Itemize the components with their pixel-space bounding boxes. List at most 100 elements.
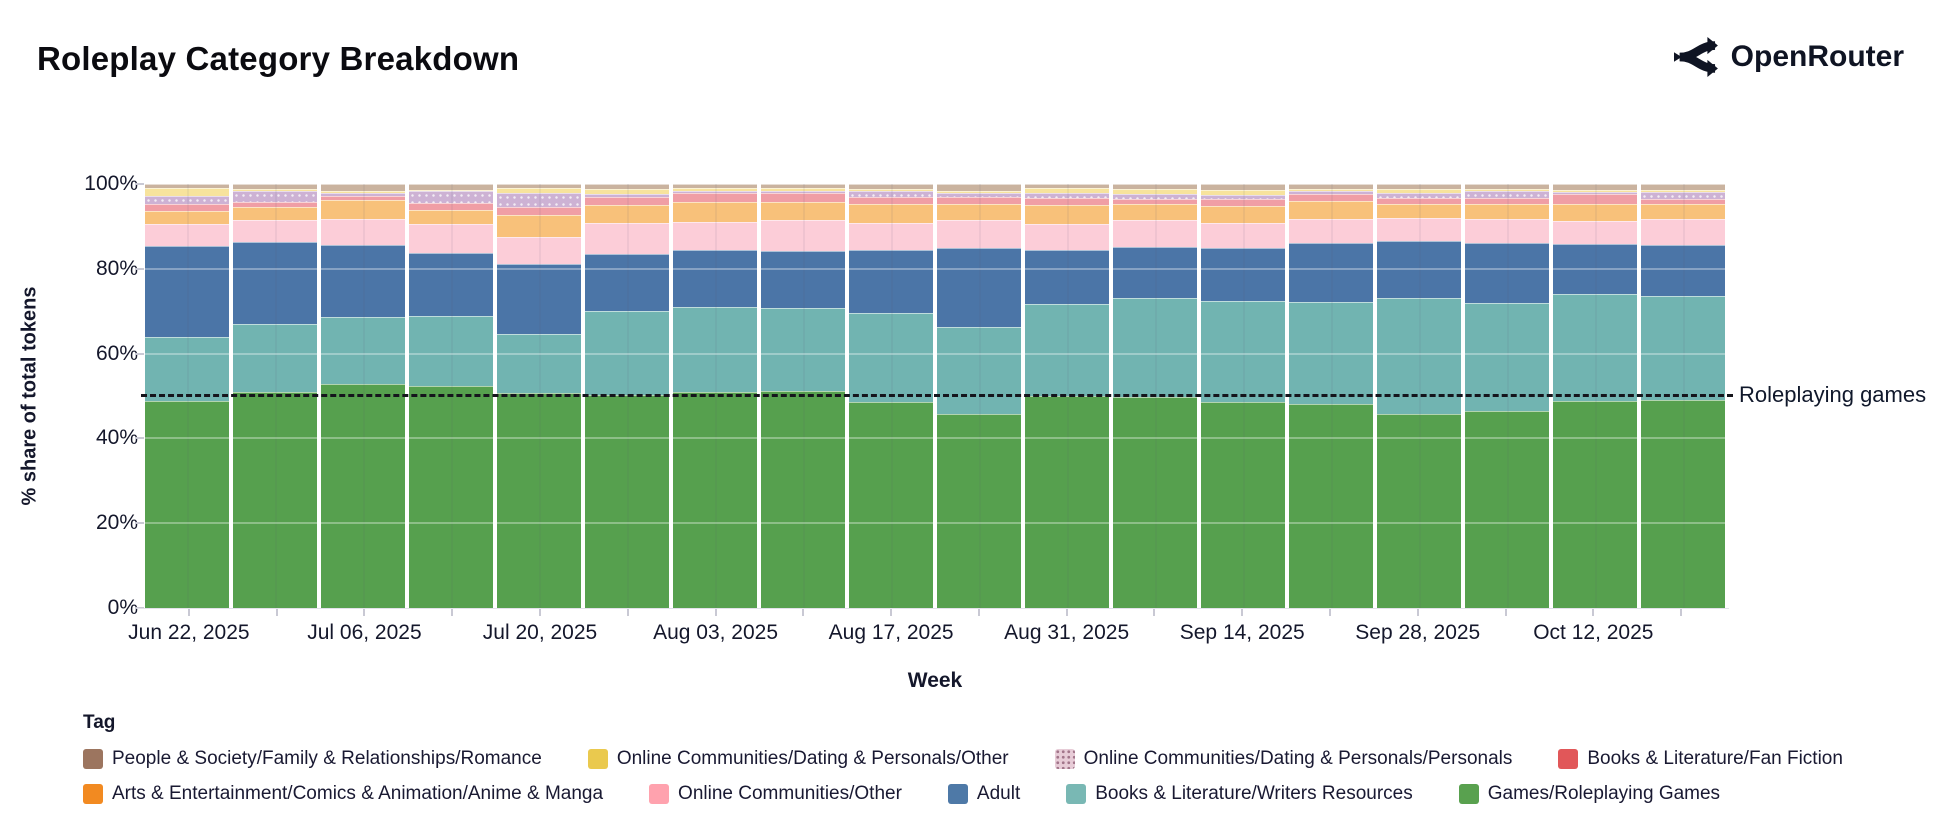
bar-segment-romance[interactable] [937,184,1021,191]
bar-segment-oc_other[interactable] [937,220,1021,248]
bar-segment-anime_manga[interactable] [409,209,493,225]
bar-segment-adult[interactable] [673,250,757,307]
bar-segment-oc_other[interactable] [145,224,229,246]
bar-segment-writers[interactable] [1113,297,1197,397]
bar-segment-fan_fiction[interactable] [409,202,493,210]
bar-segment-personals[interactable] [1465,190,1549,198]
bar-segment-romance[interactable] [233,184,317,190]
bar-segment-adult[interactable] [761,250,845,308]
bar-segment-dating_other[interactable] [585,189,669,195]
bar-segment-dating_other[interactable] [761,188,845,191]
bar-segment-romance[interactable] [1641,184,1725,190]
bar-segment-dating_other[interactable] [1201,190,1285,196]
bar-segment-oc_other[interactable] [321,219,405,245]
bar-segment-fan_fiction[interactable] [321,196,405,201]
bar-segment-writers[interactable] [409,316,493,386]
bar-segment-writers[interactable] [321,316,405,384]
bar-segment-adult[interactable] [1465,242,1549,303]
bar-segment-writers[interactable] [1641,296,1725,400]
bar-segment-fan_fiction[interactable] [497,207,581,215]
bar-segment-writers[interactable] [1201,300,1285,403]
bar-segment-anime_manga[interactable] [1025,204,1109,224]
bar-segment-personals[interactable] [145,195,229,204]
bar-segment-dating_other[interactable] [1025,187,1109,194]
bar-segment-adult[interactable] [145,245,229,338]
bar-segment-rpg[interactable] [321,383,405,608]
bar-segment-dating_other[interactable] [145,188,229,196]
legend-item-writers[interactable]: Books & Literature/Writers Resources [1066,783,1413,805]
bar-segment-dating_other[interactable] [1641,189,1725,192]
bar-segment-oc_other[interactable] [233,219,317,242]
bar-segment-fan_fiction[interactable] [1289,193,1373,202]
legend-item-personals[interactable]: Online Communities/Dating & Personals/Pe… [1054,748,1512,770]
bar-segment-dating_other[interactable] [233,189,317,191]
bar-segment-romance[interactable] [585,183,669,190]
bar-segment-adult[interactable] [1377,241,1461,298]
bar-segment-adult[interactable] [1113,247,1197,298]
bar-segment-writers[interactable] [1025,303,1109,396]
bar-segment-dating_other[interactable] [937,190,1021,194]
bar-segment-romance[interactable] [1553,183,1637,191]
legend-item-dating_other[interactable]: Online Communities/Dating & Personals/Ot… [587,748,1009,770]
bar-segment-dating_other[interactable] [1553,190,1637,193]
bar-segment-rpg[interactable] [1641,399,1725,608]
bar-segment-writers[interactable] [761,307,845,392]
bar-segment-fan_fiction[interactable] [233,201,317,207]
bar-segment-writers[interactable] [1553,293,1637,402]
bar-segment-oc_other[interactable] [497,236,581,264]
bar-segment-fan_fiction[interactable] [1025,198,1109,205]
bar-segment-rpg[interactable] [1377,414,1461,608]
bar-segment-anime_manga[interactable] [321,200,405,220]
legend-item-adult[interactable]: Adult [947,783,1020,805]
bar-segment-romance[interactable] [321,183,405,191]
bar-segment-rpg[interactable] [937,413,1021,608]
bar-segment-fan_fiction[interactable] [849,197,933,205]
bar-segment-writers[interactable] [497,334,581,394]
bar-segment-romance[interactable] [761,184,845,189]
bar-segment-romance[interactable] [1201,184,1285,191]
bar-segment-personals[interactable] [1377,193,1461,198]
bar-segment-personals[interactable] [761,190,845,194]
bar-segment-romance[interactable] [497,183,581,189]
bar-segment-rpg[interactable] [497,393,581,608]
bar-segment-personals[interactable] [321,193,405,197]
bar-segment-anime_manga[interactable] [1553,203,1637,221]
bar-segment-writers[interactable] [1289,302,1373,404]
bar-segment-personals[interactable] [673,190,757,194]
bar-segment-fan_fiction[interactable] [937,197,1021,205]
bar-segment-anime_manga[interactable] [1641,204,1725,220]
bar-segment-oc_other[interactable] [673,221,757,251]
legend-item-anime_manga[interactable]: Arts & Entertainment/Comics & Animation/… [83,783,603,805]
bar-segment-oc_other[interactable] [1201,222,1285,249]
bar-segment-romance[interactable] [409,184,493,190]
bar-segment-writers[interactable] [233,323,317,393]
bar-segment-adult[interactable] [409,253,493,317]
legend-item-oc_other[interactable]: Online Communities/Other [649,783,902,805]
bar-segment-rpg[interactable] [1289,403,1373,608]
bar-segment-personals[interactable] [1113,194,1197,199]
bar-segment-anime_manga[interactable] [1377,203,1461,219]
bar-segment-adult[interactable] [497,263,581,335]
bar-segment-anime_manga[interactable] [497,214,581,237]
bar-segment-writers[interactable] [1465,302,1549,412]
bar-segment-personals[interactable] [585,194,669,197]
bar-segment-fan_fiction[interactable] [673,193,757,203]
bar-segment-rpg[interactable] [233,392,317,608]
bar-segment-rpg[interactable] [849,401,933,608]
bar-segment-romance[interactable] [1465,184,1549,190]
bar-segment-anime_manga[interactable] [1113,204,1197,221]
bar-segment-adult[interactable] [1641,244,1725,297]
bar-segment-rpg[interactable] [673,391,757,608]
bar-segment-dating_other[interactable] [849,189,933,191]
bar-segment-rpg[interactable] [1465,411,1549,608]
bar-segment-oc_other[interactable] [761,219,845,251]
bar-segment-personals[interactable] [497,193,581,208]
bar-segment-anime_manga[interactable] [145,210,229,225]
bar-segment-personals[interactable] [1553,192,1637,195]
bar-segment-personals[interactable] [233,190,317,202]
bar-segment-oc_other[interactable] [409,224,493,254]
bar-segment-fan_fiction[interactable] [145,204,229,211]
bar-segment-rpg[interactable] [1025,395,1109,608]
bar-segment-anime_manga[interactable] [1465,204,1549,219]
bar-segment-fan_fiction[interactable] [1201,199,1285,207]
